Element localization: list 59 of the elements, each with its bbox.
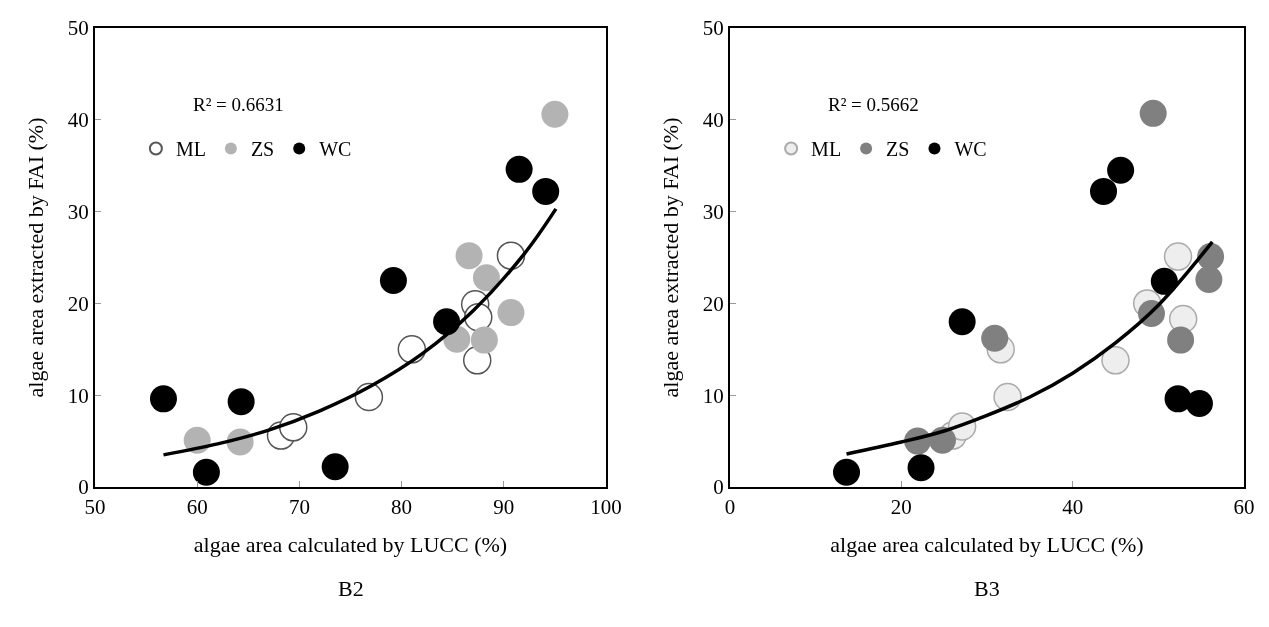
- x-tick-label: 100: [590, 495, 622, 520]
- point: [981, 324, 1009, 352]
- point: [541, 100, 569, 128]
- point: [505, 155, 533, 183]
- point: [907, 454, 935, 482]
- legend-label: WC: [319, 138, 352, 161]
- point: [227, 388, 255, 416]
- y-tick-label: 30: [702, 199, 724, 224]
- point: [1163, 242, 1193, 271]
- y-tick-label: 10: [702, 383, 724, 408]
- legend-label: ZS: [886, 138, 910, 161]
- point: [192, 458, 220, 486]
- y-tick-label: 10: [67, 383, 89, 408]
- legend-label: ML: [175, 138, 206, 161]
- legend-label: ML: [811, 138, 842, 161]
- x-tick-label: 70: [288, 495, 310, 520]
- point: [470, 326, 498, 354]
- y-tick-label: 50: [702, 16, 724, 41]
- point: [472, 264, 500, 292]
- point: [532, 177, 560, 205]
- x-tick-label: 60: [186, 495, 208, 520]
- x-tick-label: 20: [890, 495, 912, 520]
- point: [455, 242, 483, 270]
- point: [149, 385, 177, 413]
- point: [1107, 156, 1135, 184]
- point: [379, 266, 407, 294]
- y-axis-title: algae area extracted by FAI (%): [658, 117, 684, 398]
- point: [1150, 267, 1178, 295]
- x-tick-label: 40: [1062, 495, 1084, 520]
- y-axis-title: algae area extracted by FAI (%): [23, 117, 49, 398]
- x-tick-label: 90: [493, 495, 515, 520]
- legend-label: ZS: [250, 138, 275, 161]
- x-axis-title: algae area calculated by LUCC (%): [830, 531, 1144, 557]
- point: [1167, 326, 1195, 354]
- point: [833, 458, 861, 486]
- x-axis-title: algae area calculated by LUCC (%): [193, 531, 508, 557]
- y-tick-label: 20: [702, 291, 724, 316]
- point: [1101, 346, 1130, 375]
- point: [1195, 266, 1223, 294]
- legend-label: WC: [954, 138, 987, 161]
- x-tick-label: 60: [1233, 495, 1255, 520]
- point: [321, 453, 349, 481]
- text: B2: [338, 576, 364, 601]
- point: [1090, 177, 1118, 205]
- y-tick-label: 40: [67, 108, 89, 133]
- annotation: R² = 0.5662: [828, 94, 919, 115]
- point: [948, 308, 976, 336]
- y-tick-label: 50: [67, 16, 89, 41]
- point: [1185, 389, 1213, 417]
- y-tick-label: 40: [702, 108, 724, 133]
- annotation: R² = 0.6631: [193, 94, 284, 115]
- x-tick-label: 80: [391, 495, 413, 520]
- y-tick-label: 20: [67, 291, 89, 316]
- text: B3: [974, 576, 1000, 601]
- point: [497, 299, 525, 327]
- y-tick-label: 30: [67, 199, 89, 224]
- y-tick-label: 0: [713, 475, 724, 500]
- point: [1139, 99, 1167, 127]
- line-series: [161, 207, 558, 457]
